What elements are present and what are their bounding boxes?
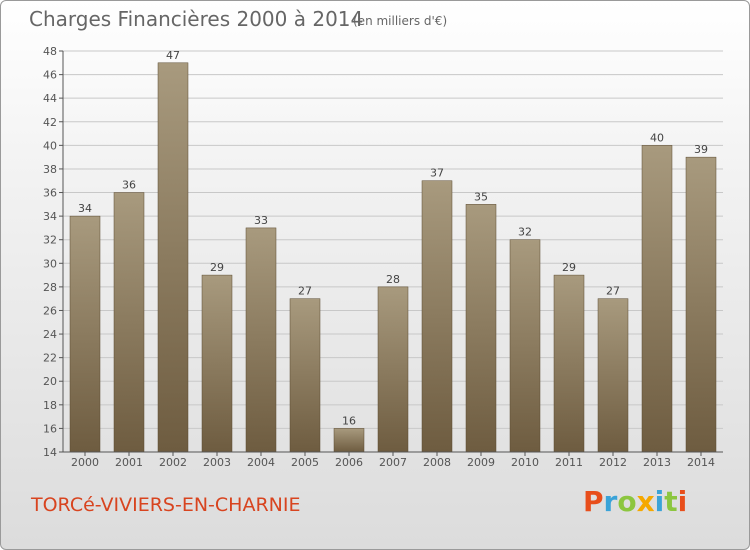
data-label: 36 bbox=[122, 179, 136, 192]
y-tick-label: 34 bbox=[43, 210, 57, 223]
bar bbox=[289, 298, 321, 453]
y-tick-label: 40 bbox=[43, 139, 57, 152]
x-tick-label: 2006 bbox=[335, 456, 363, 469]
bar bbox=[597, 298, 629, 453]
y-tick-label: 32 bbox=[43, 234, 57, 247]
y-tick-label: 46 bbox=[43, 69, 57, 82]
bar bbox=[245, 227, 277, 453]
bar bbox=[333, 428, 365, 453]
proxiti-logo[interactable]: Proxiti bbox=[583, 485, 687, 518]
bar bbox=[553, 274, 585, 453]
x-tick-label: 2001 bbox=[115, 456, 143, 469]
x-tick-label: 2010 bbox=[511, 456, 539, 469]
data-label: 27 bbox=[298, 285, 312, 298]
data-label: 16 bbox=[342, 414, 356, 427]
data-label: 29 bbox=[562, 261, 576, 274]
bar bbox=[641, 145, 673, 453]
bar bbox=[377, 286, 409, 453]
data-label: 28 bbox=[386, 273, 400, 286]
bar bbox=[201, 274, 233, 453]
axes: 14 16 18 20 22 24 26 28 30 32 34 36 38 40 42 44 46 48 2000… bbox=[43, 45, 723, 469]
town-name: TORCé-VIVIERS-EN-CHARNIE bbox=[31, 494, 301, 516]
bar bbox=[421, 180, 453, 453]
x-tick-label: 2003 bbox=[203, 456, 231, 469]
x-tick-label: 2013 bbox=[643, 456, 671, 469]
y-tick-label: 14 bbox=[43, 446, 57, 459]
y-tick-label: 36 bbox=[43, 187, 57, 200]
y-tick-label: 20 bbox=[43, 375, 57, 388]
bars: 34 36 47 29 33 27 16 28 37 35 32 29 27 40 39 bbox=[69, 49, 717, 453]
bar bbox=[113, 192, 145, 453]
data-label: 37 bbox=[430, 167, 444, 180]
x-tick-label: 2005 bbox=[291, 456, 319, 469]
y-tick-label: 24 bbox=[43, 328, 57, 341]
logo-letter: r bbox=[603, 485, 618, 518]
y-tick-label: 16 bbox=[43, 422, 57, 435]
logo-letter: t bbox=[664, 485, 678, 518]
y-tick-label: 18 bbox=[43, 399, 57, 412]
bar bbox=[465, 204, 497, 453]
x-tick-label: 2009 bbox=[467, 456, 495, 469]
bar bbox=[509, 239, 541, 453]
data-label: 33 bbox=[254, 214, 268, 227]
bar bbox=[69, 215, 101, 453]
y-tick-label: 22 bbox=[43, 352, 57, 365]
y-tick-label: 26 bbox=[43, 304, 57, 317]
y-tick-label: 42 bbox=[43, 116, 57, 129]
chart-title: Charges Financières 2000 à 2014 bbox=[29, 7, 364, 31]
y-tick-label: 38 bbox=[43, 163, 57, 176]
logo-letter: P bbox=[583, 485, 604, 518]
y-tick-label: 30 bbox=[43, 257, 57, 270]
logo-letter: x bbox=[636, 485, 655, 518]
x-tick-label: 2014 bbox=[687, 456, 715, 469]
chart-subtitle: (en milliers d'€) bbox=[353, 14, 448, 28]
data-label: 27 bbox=[606, 285, 620, 298]
data-label: 40 bbox=[650, 131, 664, 144]
x-tick-label: 2002 bbox=[159, 456, 187, 469]
data-label: 29 bbox=[210, 261, 224, 274]
x-tick-label: 2000 bbox=[71, 456, 99, 469]
x-tick-label: 2007 bbox=[379, 456, 407, 469]
logo-letter: i bbox=[677, 485, 688, 518]
y-tick-label: 48 bbox=[43, 45, 57, 58]
x-tick-label: 2008 bbox=[423, 456, 451, 469]
x-tick-label: 2011 bbox=[555, 456, 583, 469]
y-tick-label: 44 bbox=[43, 92, 57, 105]
bar bbox=[685, 156, 717, 453]
bar bbox=[157, 62, 189, 453]
x-tick-label: 2004 bbox=[247, 456, 275, 469]
data-label: 35 bbox=[474, 190, 488, 203]
logo-letter: i bbox=[654, 485, 665, 518]
data-label: 39 bbox=[694, 143, 708, 156]
data-label: 34 bbox=[78, 202, 92, 215]
logo-letter: o bbox=[617, 485, 637, 518]
x-tick-label: 2012 bbox=[599, 456, 627, 469]
y-tick-label: 28 bbox=[43, 281, 57, 294]
data-label: 32 bbox=[518, 226, 532, 239]
data-label: 47 bbox=[166, 49, 180, 62]
